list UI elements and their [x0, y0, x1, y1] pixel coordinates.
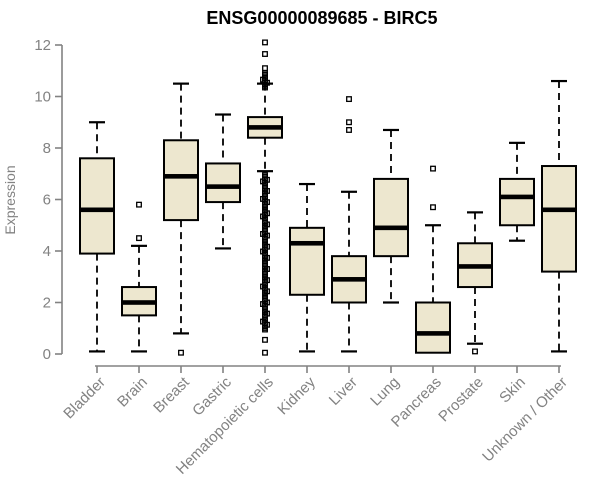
- median-line: [416, 331, 450, 336]
- outlier-point: [262, 71, 268, 78]
- x-category-label: Bladder: [60, 374, 109, 423]
- outlier-point: [136, 201, 142, 208]
- chart-title: ENSG00000089685 - BIRC5: [206, 8, 437, 28]
- median-line: [542, 207, 576, 213]
- outlier-point: [262, 270, 268, 277]
- outlier-point: [262, 205, 268, 212]
- y-tick-label: 4: [43, 243, 51, 260]
- x-category-label: Brain: [114, 374, 151, 411]
- boxplot-hematopoietic-cells: [247, 39, 283, 356]
- y-tick-label: 10: [34, 89, 51, 106]
- outlier-point: [430, 165, 436, 172]
- outlier-point: [346, 96, 352, 103]
- outlier-point: [136, 235, 142, 242]
- box-rect: [541, 165, 577, 273]
- box-rect: [373, 177, 409, 258]
- box-rect: [289, 226, 325, 296]
- outlier-point: [262, 305, 268, 312]
- median-line: [122, 300, 156, 305]
- outlier-point: [430, 204, 436, 211]
- outlier-point: [178, 349, 184, 356]
- boxplot-liver: [331, 96, 367, 353]
- outlier-point: [262, 294, 268, 301]
- boxplot-kidney: [289, 182, 325, 353]
- median-line: [332, 277, 366, 282]
- boxplot-pancreas: [415, 165, 451, 354]
- median-line: [248, 125, 282, 130]
- median-line: [164, 174, 198, 179]
- box-rect: [415, 301, 451, 354]
- box-rect: [499, 177, 535, 227]
- outlier-point: [262, 172, 268, 178]
- outlier-point: [262, 259, 268, 266]
- outlier-point: [262, 349, 268, 356]
- outlier-point: [262, 203, 268, 210]
- y-tick-label: 2: [43, 295, 51, 312]
- outlier-point: [262, 65, 268, 72]
- outlier-point: [262, 226, 268, 233]
- box-rect: [79, 157, 115, 255]
- median-line: [206, 184, 240, 189]
- outlier-point: [262, 183, 268, 190]
- median-line: [458, 264, 492, 269]
- boxplot-gastric: [205, 113, 241, 250]
- boxplot-breast: [163, 82, 199, 356]
- outlier-point: [262, 336, 268, 343]
- median-line: [500, 194, 534, 200]
- boxplot-prostate: [457, 211, 493, 355]
- median-line: [290, 240, 324, 246]
- outlier-point: [472, 348, 478, 355]
- x-category-label: Prostate: [435, 374, 487, 426]
- box-rect: [205, 162, 241, 204]
- boxplot-unknown-other: [541, 79, 577, 353]
- outlier-point: [262, 70, 268, 77]
- y-tick-label: 6: [43, 192, 51, 209]
- y-tick-label: 0: [43, 346, 51, 363]
- outlier-point: [262, 51, 268, 57]
- outlier-point: [346, 127, 352, 133]
- outlier-point: [346, 119, 352, 126]
- outlier-point: [262, 237, 268, 244]
- boxplot-bladder: [79, 121, 115, 353]
- x-category-label: Breast: [150, 373, 193, 416]
- outlier-point: [262, 326, 268, 333]
- outlier-point: [262, 238, 268, 245]
- y-tick-label: 8: [43, 140, 51, 157]
- outlier-point: [262, 261, 268, 268]
- outlier-point: [262, 272, 268, 279]
- x-category-label: Lung: [367, 374, 403, 410]
- boxplot-skin: [499, 141, 535, 242]
- y-tick-label: 12: [34, 37, 51, 54]
- x-category-label: Skin: [496, 374, 529, 407]
- x-category-label: Liver: [326, 374, 361, 409]
- boxplot-brain: [121, 201, 157, 353]
- y-axis-label: Expression: [2, 165, 18, 234]
- boxplot-lung: [373, 128, 409, 304]
- outlier-point: [262, 39, 268, 46]
- outlier-point: [262, 293, 268, 300]
- median-line: [374, 225, 408, 231]
- median-line: [80, 207, 114, 213]
- box-rect: [163, 139, 199, 222]
- x-category-label: Kidney: [274, 373, 319, 418]
- boxplots: [79, 39, 577, 356]
